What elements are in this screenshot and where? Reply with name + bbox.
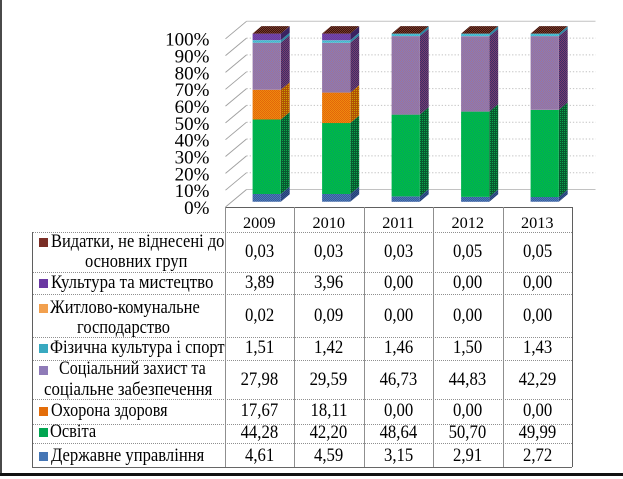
svg-text:30%: 30% xyxy=(175,147,210,168)
svg-text:60%: 60% xyxy=(175,97,210,118)
svg-text:100%: 100% xyxy=(165,30,210,51)
svg-text:90%: 90% xyxy=(175,47,210,68)
svg-text:80%: 80% xyxy=(175,63,210,84)
svg-text:20%: 20% xyxy=(175,164,210,185)
svg-text:70%: 70% xyxy=(175,80,210,101)
svg-text:40%: 40% xyxy=(175,131,210,152)
svg-text:10%: 10% xyxy=(175,181,210,202)
svg-text:50%: 50% xyxy=(175,114,210,135)
svg-text:0%: 0% xyxy=(184,198,210,219)
